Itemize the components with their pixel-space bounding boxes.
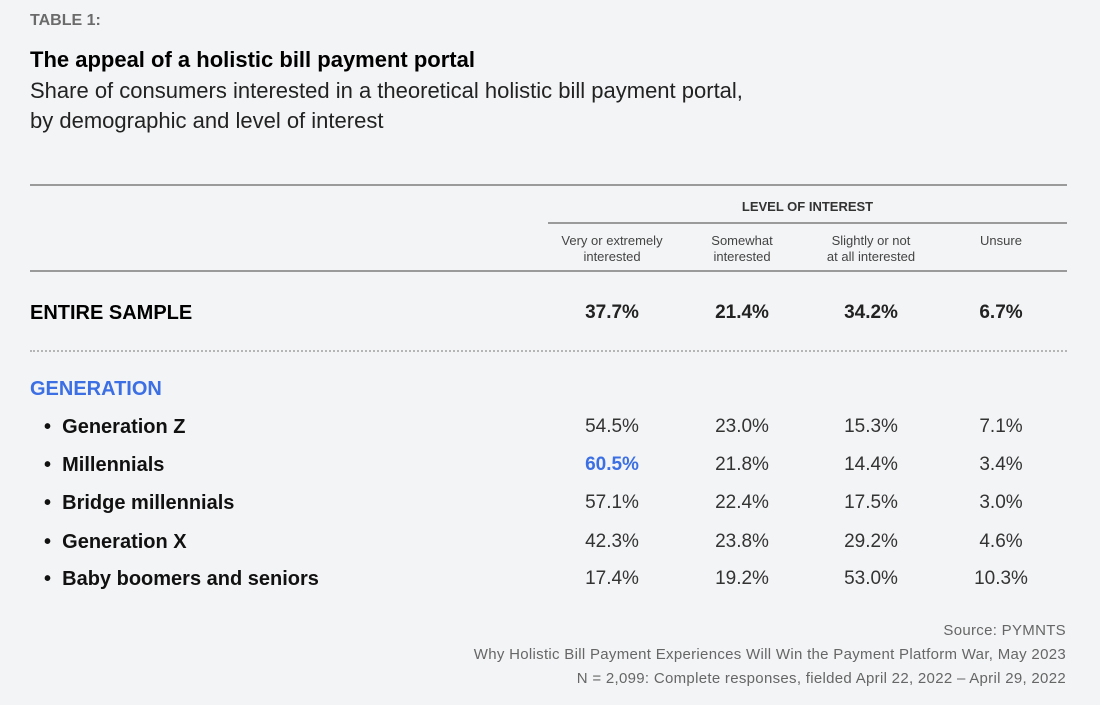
cell: 21.4% [715,302,769,323]
cell: 6.7% [979,302,1023,323]
sample-note: N = 2,099: Complete responses, fielded A… [576,670,1066,687]
cell: 21.8% [715,454,769,475]
col-line: Somewhat [711,233,773,248]
column-header: Somewhat interested [677,233,807,265]
header-rule [30,270,1067,272]
bullet: • Bridge millennials [44,492,234,515]
col-line: Slightly or not [831,233,911,248]
table-title: The appeal of a holistic bill payment po… [30,47,475,72]
source: Source: PYMNTS [943,622,1066,639]
bullet-glyph: • [44,492,52,514]
bullet-glyph: • [44,568,52,590]
cell: 42.3% [585,531,639,552]
cell: 3.4% [979,454,1023,475]
cell: 23.0% [715,416,769,437]
row-label: Millennials [62,454,165,476]
bullet: • Generation Z [44,416,186,439]
cell: 29.2% [844,531,898,552]
cell: 4.6% [979,531,1023,552]
table-label: TABLE 1: [30,12,101,29]
cell: 14.4% [844,454,898,475]
col-line: Unsure [980,233,1022,248]
cell: 15.3% [844,416,898,437]
col-line: interested [583,249,641,264]
cell: 34.2% [844,302,898,323]
cell: 17.5% [844,492,898,513]
subtitle-line: by demographic and level of interest [30,108,384,133]
col-line: Very or extremely [561,233,663,248]
cell: 57.1% [585,492,639,513]
dotted-divider [30,350,1067,352]
cell: 17.4% [585,568,639,589]
group-header: LEVEL OF INTEREST [741,199,874,214]
bullet: • Generation X [44,531,187,554]
bullet: • Millennials [44,454,164,477]
cell: 10.3% [974,568,1028,589]
cell: 19.2% [715,568,769,589]
group-rule [548,222,1067,224]
cell: 22.4% [715,492,769,513]
cell: 54.5% [585,416,639,437]
row-label: Generation X [62,531,187,553]
column-header: Very or extremely interested [547,233,677,265]
row-label: ENTIRE SAMPLE [30,302,193,324]
subtitle-line: Share of consumers interested in a theor… [30,78,743,103]
bullet-glyph: • [44,531,52,553]
row-label: Baby boomers and seniors [62,568,319,590]
top-rule [30,184,1067,186]
column-header: Slightly or not at all interested [806,233,936,265]
section-heading: GENERATION [30,378,162,400]
cell: 53.0% [844,568,898,589]
bullet: • Baby boomers and seniors [44,568,319,591]
report-title: Why Holistic Bill Payment Experiences Wi… [473,646,1066,663]
column-header: Unsure [936,233,1066,249]
bullet-glyph: • [44,416,52,438]
cell: 7.1% [979,416,1023,437]
cell: 60.5% [585,454,639,475]
col-line: at all interested [826,249,916,264]
cell: 37.7% [585,302,639,323]
cell: 3.0% [979,492,1023,513]
table-subtitle: Share of consumers interested in a theor… [30,76,930,136]
bullet-glyph: • [44,454,52,476]
row-label: Bridge millennials [62,492,235,514]
cell: 23.8% [715,531,769,552]
col-line: interested [713,249,771,264]
row-label: Generation Z [62,416,186,438]
